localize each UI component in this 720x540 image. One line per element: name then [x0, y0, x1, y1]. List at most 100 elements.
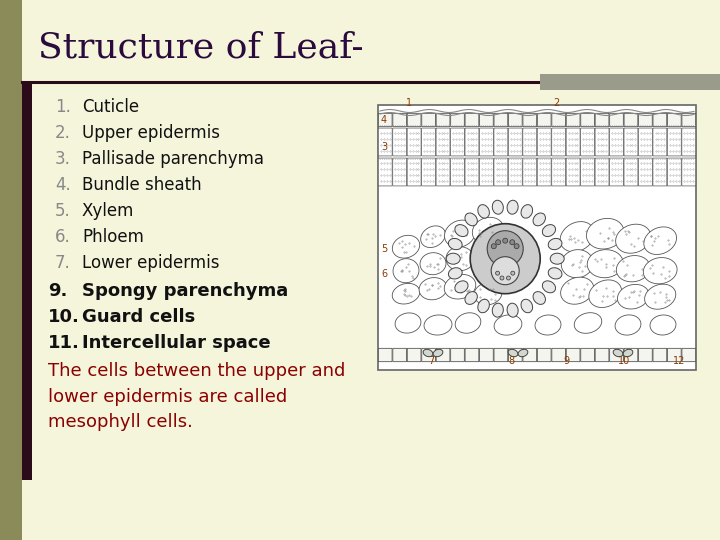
FancyBboxPatch shape	[480, 348, 493, 362]
Ellipse shape	[650, 315, 676, 335]
FancyBboxPatch shape	[523, 113, 536, 127]
FancyBboxPatch shape	[494, 113, 508, 127]
Ellipse shape	[542, 225, 556, 237]
Ellipse shape	[644, 284, 676, 309]
FancyBboxPatch shape	[436, 113, 450, 127]
FancyBboxPatch shape	[422, 113, 436, 127]
FancyBboxPatch shape	[465, 348, 479, 362]
FancyBboxPatch shape	[537, 113, 551, 127]
FancyBboxPatch shape	[682, 158, 696, 186]
Ellipse shape	[575, 313, 602, 333]
Ellipse shape	[533, 292, 546, 305]
Ellipse shape	[392, 235, 420, 258]
Text: 9: 9	[563, 356, 569, 366]
Ellipse shape	[420, 253, 446, 275]
Text: 7: 7	[428, 356, 434, 366]
Ellipse shape	[393, 259, 419, 283]
FancyBboxPatch shape	[465, 158, 479, 186]
Ellipse shape	[433, 349, 443, 357]
Bar	[540, 74, 720, 90]
FancyBboxPatch shape	[537, 348, 551, 362]
FancyBboxPatch shape	[508, 348, 522, 362]
Ellipse shape	[535, 315, 561, 335]
FancyBboxPatch shape	[566, 128, 580, 156]
Text: 9.: 9.	[48, 282, 68, 300]
FancyBboxPatch shape	[436, 128, 450, 156]
Ellipse shape	[455, 313, 481, 333]
Bar	[0, 0, 22, 540]
FancyBboxPatch shape	[624, 348, 638, 362]
FancyBboxPatch shape	[523, 158, 536, 186]
FancyBboxPatch shape	[667, 158, 681, 186]
Text: Guard cells: Guard cells	[82, 308, 195, 326]
FancyBboxPatch shape	[610, 348, 624, 362]
Ellipse shape	[588, 249, 624, 278]
Ellipse shape	[623, 349, 633, 357]
Ellipse shape	[507, 200, 518, 214]
Ellipse shape	[518, 349, 528, 357]
FancyBboxPatch shape	[567, 113, 580, 127]
FancyBboxPatch shape	[480, 113, 493, 127]
Bar	[378, 105, 696, 370]
FancyBboxPatch shape	[552, 158, 566, 186]
Ellipse shape	[561, 277, 594, 304]
Text: Structure of Leaf-: Structure of Leaf-	[38, 30, 364, 64]
Ellipse shape	[644, 227, 677, 254]
Ellipse shape	[562, 249, 593, 278]
FancyBboxPatch shape	[653, 348, 667, 362]
Ellipse shape	[392, 284, 420, 304]
Ellipse shape	[542, 281, 556, 293]
Text: 1.: 1.	[55, 98, 71, 116]
FancyBboxPatch shape	[408, 158, 421, 186]
Ellipse shape	[560, 221, 594, 252]
Ellipse shape	[423, 349, 433, 357]
Ellipse shape	[587, 218, 624, 249]
FancyBboxPatch shape	[379, 348, 392, 362]
Text: Bundle sheath: Bundle sheath	[82, 176, 202, 194]
Text: 4: 4	[381, 115, 387, 125]
FancyBboxPatch shape	[552, 348, 565, 362]
Ellipse shape	[446, 253, 460, 264]
Ellipse shape	[616, 255, 650, 282]
Text: 6: 6	[381, 269, 387, 279]
FancyBboxPatch shape	[653, 113, 667, 127]
Ellipse shape	[465, 213, 477, 226]
FancyBboxPatch shape	[624, 128, 638, 156]
Text: 3: 3	[381, 142, 387, 152]
FancyBboxPatch shape	[537, 128, 552, 156]
Ellipse shape	[618, 285, 649, 309]
FancyBboxPatch shape	[595, 113, 609, 127]
FancyBboxPatch shape	[422, 348, 436, 362]
Text: 10: 10	[618, 356, 630, 366]
FancyBboxPatch shape	[653, 158, 667, 186]
Ellipse shape	[521, 205, 533, 218]
Ellipse shape	[495, 271, 500, 275]
Ellipse shape	[514, 244, 519, 249]
FancyBboxPatch shape	[393, 348, 407, 362]
FancyBboxPatch shape	[624, 158, 638, 186]
FancyBboxPatch shape	[537, 158, 552, 186]
Ellipse shape	[455, 225, 468, 237]
FancyBboxPatch shape	[392, 158, 407, 186]
Ellipse shape	[494, 315, 522, 335]
Ellipse shape	[503, 238, 508, 243]
FancyBboxPatch shape	[379, 113, 392, 127]
Text: 11.: 11.	[48, 334, 80, 352]
FancyBboxPatch shape	[436, 158, 450, 186]
Ellipse shape	[455, 281, 468, 293]
FancyBboxPatch shape	[610, 158, 624, 186]
FancyBboxPatch shape	[639, 348, 652, 362]
FancyBboxPatch shape	[422, 128, 436, 156]
FancyBboxPatch shape	[580, 158, 595, 186]
Ellipse shape	[491, 244, 496, 249]
FancyBboxPatch shape	[494, 128, 508, 156]
Ellipse shape	[508, 349, 518, 357]
Ellipse shape	[616, 224, 651, 253]
Ellipse shape	[472, 217, 504, 244]
Ellipse shape	[548, 268, 562, 279]
Text: Intercellular space: Intercellular space	[82, 334, 271, 352]
Ellipse shape	[492, 200, 503, 214]
FancyBboxPatch shape	[408, 113, 421, 127]
FancyBboxPatch shape	[392, 128, 407, 156]
Ellipse shape	[533, 213, 546, 226]
